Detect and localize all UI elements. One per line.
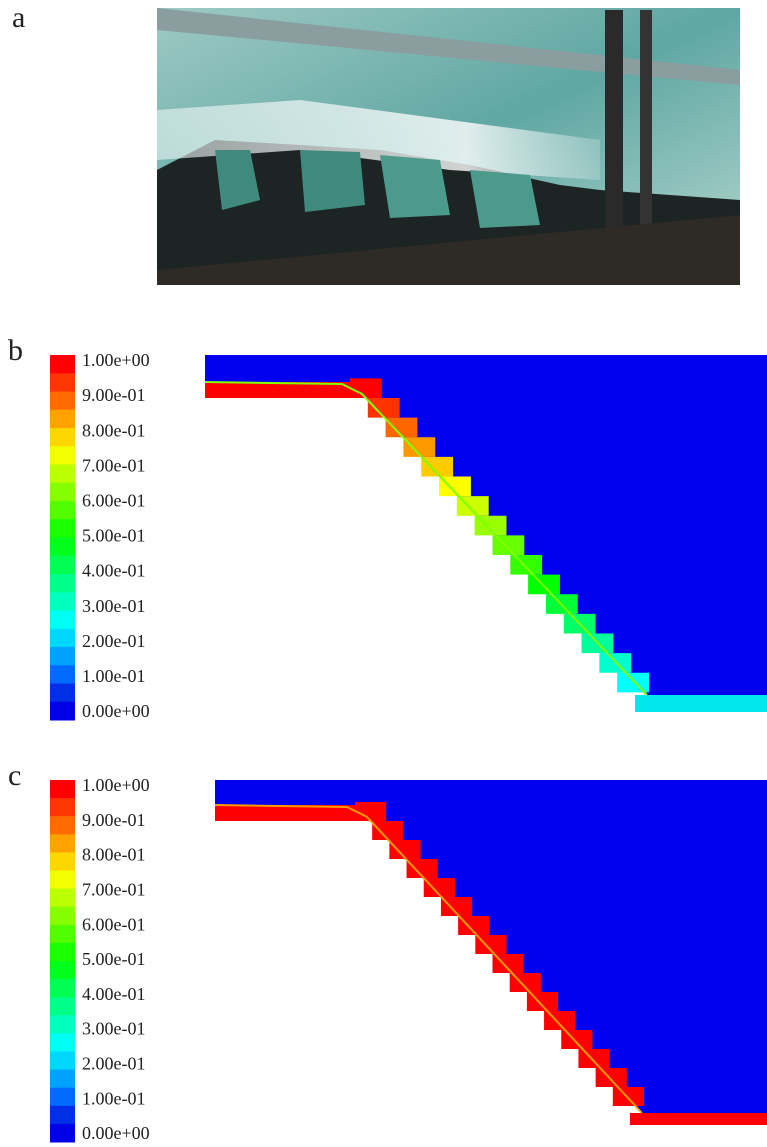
panel-label: a — [12, 1, 25, 34]
step — [456, 496, 489, 516]
tailwater — [635, 695, 767, 712]
colorbar-label: 1.00e+00 — [82, 775, 150, 795]
step — [372, 821, 404, 840]
colorbar-band — [50, 1051, 75, 1071]
colorbar-band — [50, 906, 75, 926]
step — [492, 954, 524, 973]
step — [355, 802, 387, 821]
colorbar-band — [50, 355, 75, 374]
step — [403, 437, 436, 457]
step — [578, 1049, 610, 1068]
surface-line — [214, 804, 643, 1114]
colorbar-band — [50, 482, 75, 502]
colorbar-band — [50, 1069, 75, 1089]
colorbar-label: 2.00e-01 — [82, 1054, 145, 1074]
step — [617, 672, 649, 693]
colorbar-band — [50, 1105, 75, 1125]
colorbar-band — [50, 683, 75, 703]
colorbar-band — [50, 665, 75, 684]
colorbar-band — [50, 647, 75, 666]
step — [612, 1087, 644, 1106]
colorbar-label: 8.00e-01 — [82, 420, 145, 440]
step — [389, 840, 421, 859]
colorbar-band — [50, 942, 75, 962]
colorbar-band — [50, 1033, 75, 1052]
colorbar-label: 1.00e-01 — [82, 1088, 145, 1108]
colorbar-band — [50, 979, 75, 998]
colorbar-band — [50, 816, 75, 835]
colorbar-label: 7.00e-01 — [82, 880, 145, 900]
colorbar-label: 4.00e-01 — [82, 984, 145, 1004]
step — [421, 456, 454, 477]
colorbar-label: 1.00e+00 — [82, 350, 150, 370]
colorbar-band — [50, 1015, 75, 1034]
fluid-region — [205, 355, 767, 695]
colorbar-band — [50, 409, 75, 429]
colorbar-band — [50, 798, 75, 817]
colorbar-label: 5.00e-01 — [82, 949, 145, 969]
step — [458, 916, 490, 935]
colorbar-band — [50, 961, 75, 980]
lip — [215, 805, 355, 821]
colorbar-band — [50, 628, 75, 648]
colorbar-band — [50, 464, 75, 484]
colorbar-band — [50, 701, 75, 721]
colorbar-band — [50, 373, 75, 392]
colorbar-band — [50, 1087, 75, 1107]
colorbar-band — [50, 446, 75, 465]
lip — [205, 382, 350, 398]
colorbar-label: 0.00e+00 — [82, 1123, 150, 1143]
step — [406, 859, 438, 878]
step — [439, 476, 471, 497]
colorbar-band — [50, 888, 75, 908]
step — [367, 398, 400, 418]
colorbar-label: 3.00e-01 — [82, 596, 145, 616]
colorbar-band — [50, 1123, 75, 1143]
colorbar-label: 9.00e-01 — [82, 810, 145, 830]
step — [528, 574, 560, 595]
colorbar-label: 3.00e-01 — [82, 1019, 145, 1039]
colorbar-band — [50, 592, 75, 611]
colorbar-label: 4.00e-01 — [82, 561, 145, 581]
colorbar-band — [50, 610, 75, 630]
step — [561, 1030, 593, 1049]
tailwater — [630, 1113, 767, 1125]
colorbar-label: 8.00e-01 — [82, 845, 145, 865]
colorbar-band — [50, 852, 75, 871]
step — [475, 935, 507, 954]
colorbar-label: 9.00e-01 — [82, 385, 145, 405]
colorbar-label: 2.00e-01 — [82, 631, 145, 651]
step — [350, 378, 382, 398]
colorbar-label: 5.00e-01 — [82, 526, 145, 546]
step — [423, 878, 455, 897]
colorbar-band — [50, 924, 75, 944]
step — [595, 1068, 627, 1087]
step — [510, 555, 543, 575]
colorbar-label: 6.00e-01 — [82, 914, 145, 934]
step — [440, 897, 473, 916]
colorbar-band — [50, 555, 75, 575]
colorbar-band — [50, 574, 75, 593]
colorbar-band — [50, 780, 75, 799]
colorbar-band — [50, 428, 75, 447]
panel-label: b — [8, 334, 23, 367]
colorbar-label: 6.00e-01 — [82, 491, 145, 511]
panel-label: c — [8, 759, 21, 792]
photo — [157, 8, 740, 285]
step — [385, 417, 418, 438]
colorbar-band — [50, 537, 75, 557]
colorbar-label: 0.00e+00 — [82, 701, 150, 721]
colorbar-band — [50, 834, 75, 853]
colorbar-band — [50, 870, 75, 890]
colorbar-band — [50, 391, 75, 411]
colorbar-label: 1.00e-01 — [82, 666, 145, 686]
surface-line — [204, 381, 648, 696]
colorbar-label: 7.00e-01 — [82, 455, 145, 475]
colorbar-band — [50, 997, 75, 1016]
colorbar-band — [50, 501, 75, 520]
colorbar-band — [50, 519, 75, 538]
